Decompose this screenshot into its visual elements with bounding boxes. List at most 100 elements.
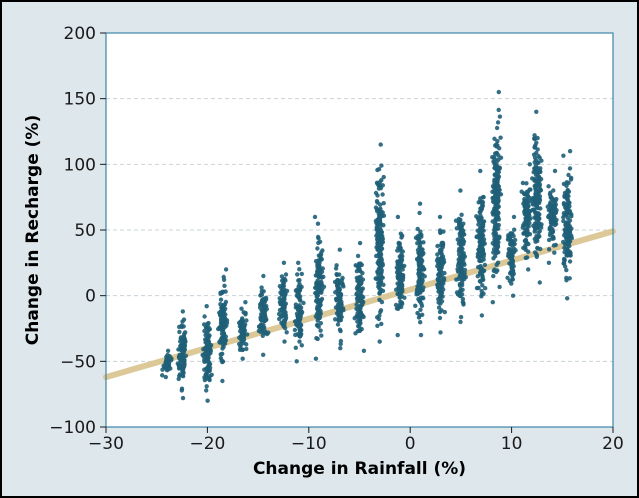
data-point xyxy=(418,332,424,338)
data-point xyxy=(281,300,287,305)
data-point xyxy=(479,313,485,318)
data-point xyxy=(374,276,379,282)
data-point xyxy=(438,257,443,262)
data-point xyxy=(550,236,555,241)
data-point xyxy=(460,261,465,267)
data-point xyxy=(436,285,441,291)
data-point xyxy=(240,328,245,333)
data-point xyxy=(440,242,446,247)
data-point xyxy=(459,244,464,250)
data-point xyxy=(509,264,515,269)
data-point xyxy=(497,284,502,290)
data-point xyxy=(417,272,423,277)
data-point xyxy=(436,297,441,302)
data-point xyxy=(439,251,444,257)
data-point xyxy=(375,200,380,205)
data-point xyxy=(301,300,306,306)
data-point xyxy=(561,181,567,187)
data-point xyxy=(477,253,482,258)
data-point xyxy=(297,294,303,299)
data-point xyxy=(496,187,501,192)
data-point xyxy=(357,240,363,246)
data-point xyxy=(418,307,423,312)
data-point xyxy=(530,202,536,207)
data-point xyxy=(548,203,553,208)
data-point xyxy=(237,320,243,325)
data-point xyxy=(395,259,400,264)
data-point xyxy=(358,311,363,317)
data-point xyxy=(525,228,530,233)
data-point xyxy=(547,192,553,197)
data-point xyxy=(166,367,171,372)
data-point xyxy=(319,333,324,338)
data-point xyxy=(221,277,227,282)
data-point xyxy=(380,192,385,197)
data-point xyxy=(244,346,249,352)
data-point xyxy=(319,250,324,255)
data-point xyxy=(354,286,360,291)
data-point xyxy=(476,218,481,223)
data-point xyxy=(338,292,344,297)
data-point xyxy=(421,240,426,245)
data-point xyxy=(358,274,363,279)
data-point xyxy=(480,283,485,288)
data-point xyxy=(511,249,517,254)
data-point xyxy=(490,300,495,305)
data-point xyxy=(204,366,209,371)
data-point xyxy=(180,369,186,374)
data-point xyxy=(378,206,383,211)
data-point xyxy=(548,200,553,205)
data-point xyxy=(160,373,165,378)
data-point xyxy=(562,258,567,264)
data-point xyxy=(355,253,361,259)
data-point xyxy=(561,153,566,158)
data-point xyxy=(361,348,367,353)
data-point xyxy=(533,166,538,171)
x-tick-label: 20 xyxy=(602,434,624,454)
data-point xyxy=(532,250,538,255)
data-point xyxy=(531,207,536,212)
data-point xyxy=(395,281,400,286)
data-point xyxy=(551,188,556,193)
data-point xyxy=(180,319,185,324)
data-point xyxy=(293,319,298,324)
data-point xyxy=(315,266,320,271)
data-point xyxy=(207,368,212,373)
data-point xyxy=(496,89,501,95)
data-point xyxy=(495,139,500,144)
data-point xyxy=(563,241,569,246)
data-point xyxy=(396,269,401,274)
data-point xyxy=(379,246,385,251)
data-point xyxy=(532,160,537,165)
y-tick-label: 0 xyxy=(85,287,96,307)
data-point xyxy=(259,327,264,332)
data-point xyxy=(260,298,265,303)
data-point xyxy=(259,322,264,327)
data-point xyxy=(565,251,571,257)
data-point xyxy=(456,219,462,225)
data-point xyxy=(205,354,211,359)
data-point xyxy=(263,330,268,336)
data-point xyxy=(317,274,322,280)
data-point xyxy=(506,247,512,252)
data-point xyxy=(183,353,189,358)
data-point xyxy=(530,176,535,181)
data-point xyxy=(457,281,463,287)
data-point xyxy=(436,300,441,305)
data-point xyxy=(379,163,384,168)
data-point xyxy=(534,254,539,259)
data-point xyxy=(535,205,541,211)
data-point xyxy=(493,216,498,221)
x-axis-title: Change in Rainfall (%) xyxy=(253,459,466,479)
data-point xyxy=(338,309,343,315)
data-point xyxy=(566,231,571,236)
data-point xyxy=(377,339,382,344)
data-point xyxy=(512,237,518,243)
data-point xyxy=(564,208,570,213)
data-point xyxy=(379,255,384,261)
data-point xyxy=(417,201,423,206)
data-point xyxy=(537,234,542,239)
data-point xyxy=(223,299,229,305)
data-point xyxy=(498,135,503,140)
